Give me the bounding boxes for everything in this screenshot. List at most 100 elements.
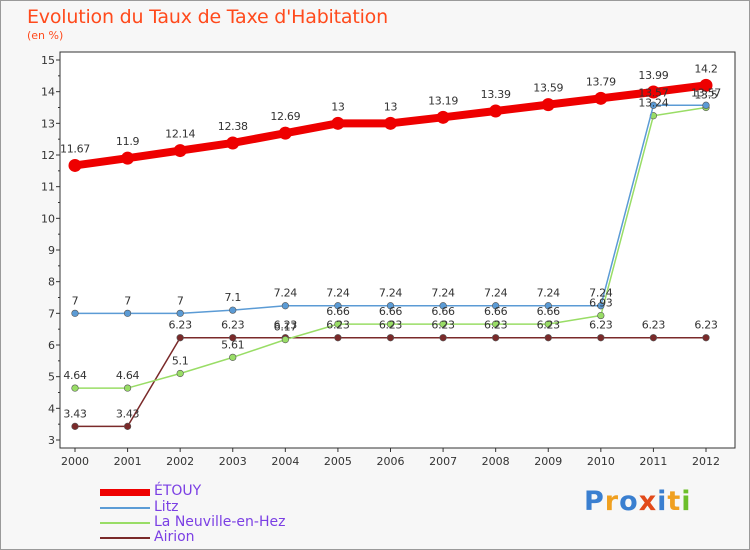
data-point-touy <box>489 104 503 118</box>
data-label-airion: 6.23 <box>642 319 666 332</box>
data-point-litz <box>649 101 658 109</box>
data-point-touy <box>331 116 345 130</box>
data-label-litz: 13.57 <box>638 86 668 99</box>
data-point-la-neuville-en-hez <box>71 384 79 392</box>
y-tick-label: 11 <box>41 181 55 194</box>
y-tick-label: 7 <box>48 307 55 320</box>
data-point-la-neuville-en-hez <box>229 353 237 361</box>
data-point-touy <box>594 91 608 105</box>
brand-letter: x <box>638 486 658 517</box>
chart-title: Evolution du Taux de Taxe d'Habitation <box>27 6 388 28</box>
data-label-touy: 13 <box>331 100 345 113</box>
data-label-la-neuville-en-hez: 6.66 <box>537 305 561 318</box>
brand-letter: r <box>604 486 620 517</box>
data-label-litz: 13.57 <box>691 86 721 99</box>
y-tick-label: 12 <box>41 149 55 162</box>
data-label-touy: 13.39 <box>481 88 511 101</box>
data-point-touy <box>646 85 660 99</box>
data-label-touy: 13.79 <box>586 75 616 88</box>
data-label-la-neuville-en-hez: 5.61 <box>221 338 244 351</box>
data-label-airion: 6.23 <box>326 319 350 332</box>
data-label-la-neuville-en-hez: 4.64 <box>116 369 140 382</box>
data-label-airion: 6.23 <box>589 319 613 332</box>
data-label-airion: 6.23 <box>537 319 561 332</box>
y-tick-label: 6 <box>48 339 55 352</box>
data-label-touy: 12.38 <box>218 120 248 133</box>
y-tick-label: 8 <box>48 276 55 289</box>
data-point-la-neuville-en-hez <box>492 320 500 328</box>
legend-swatch-airion <box>100 537 150 539</box>
data-point-litz <box>334 302 342 310</box>
data-point-litz <box>544 302 552 310</box>
data-label-airion: 6.23 <box>431 319 455 332</box>
data-point-touy <box>699 78 713 92</box>
data-label-litz: 7.1 <box>224 291 241 304</box>
data-point-touy <box>121 151 135 165</box>
data-label-litz: 7 <box>72 294 79 307</box>
data-label-touy: 13.59 <box>533 82 563 95</box>
data-point-la-neuville-en-hez <box>176 369 184 378</box>
data-point-litz <box>229 306 237 314</box>
data-label-touy: 12.14 <box>165 128 195 141</box>
data-point-touy <box>173 144 187 158</box>
data-label-litz: 7.24 <box>379 287 403 300</box>
data-point-airion <box>702 334 710 342</box>
data-point-airion <box>71 422 79 430</box>
data-label-la-neuville-en-hez: 6.66 <box>326 305 350 318</box>
data-point-touy <box>541 98 555 112</box>
data-label-airion: 6.23 <box>221 319 245 332</box>
data-label-litz: 7.24 <box>431 287 455 300</box>
data-point-touy <box>278 126 292 140</box>
data-label-la-neuville-en-hez: 6.17 <box>274 321 298 334</box>
x-tick-label: 2006 <box>377 455 405 468</box>
x-tick-label: 2010 <box>587 455 615 468</box>
brand-letter: t <box>667 486 682 517</box>
data-point-la-neuville-en-hez <box>544 320 552 328</box>
data-point-la-neuville-en-hez <box>281 336 289 344</box>
x-tick-label: 2011 <box>639 455 667 468</box>
legend-swatch-etouy <box>100 489 150 496</box>
data-label-la-neuville-en-hez: 6.66 <box>484 305 508 318</box>
y-tick-label: 13 <box>41 117 55 130</box>
data-label-airion: 6.23 <box>694 319 718 332</box>
data-label-touy: 13.99 <box>638 69 668 82</box>
data-point-litz <box>281 302 289 310</box>
legend-label-la-neuville-en-hez: La Neuville-en-Hez <box>154 514 286 530</box>
data-label-airion: 6.23 <box>169 319 193 332</box>
x-tick-label: 2004 <box>271 455 299 468</box>
x-tick-label: 2012 <box>692 455 720 468</box>
data-point-airion <box>176 334 184 342</box>
x-tick-label: 2003 <box>219 455 247 468</box>
data-label-la-neuville-en-hez: 13.5 <box>694 89 718 102</box>
data-label-touy: 13 <box>384 100 398 113</box>
data-label-litz: 7 <box>177 294 184 307</box>
data-label-airion: 6.23 <box>274 319 298 332</box>
y-tick-label: 9 <box>48 244 55 257</box>
data-label-la-neuville-en-hez: 6.66 <box>379 305 403 318</box>
data-label-touy: 11.67 <box>60 142 90 155</box>
brand-letter: o <box>619 486 639 517</box>
data-point-touy <box>226 136 240 150</box>
data-label-airion: 6.23 <box>484 319 508 332</box>
x-tick-label: 2008 <box>482 455 510 468</box>
brand-letter: P <box>584 486 605 517</box>
data-point-litz <box>492 302 500 310</box>
data-label-la-neuville-en-hez: 6.93 <box>589 297 613 310</box>
legend-swatch-la-neuville-en-hez <box>100 522 150 524</box>
x-tick-label: 2007 <box>429 455 457 468</box>
data-label-la-neuville-en-hez: 6.66 <box>431 305 455 318</box>
data-point-la-neuville-en-hez <box>386 320 395 328</box>
data-label-touy: 11.9 <box>116 135 140 148</box>
y-tick-label: 14 <box>41 86 55 99</box>
data-point-litz <box>176 309 184 317</box>
data-point-litz <box>702 101 710 109</box>
data-point-airion <box>439 334 447 342</box>
data-point-airion <box>334 334 342 342</box>
data-label-airion: 6.23 <box>379 319 403 332</box>
data-point-airion <box>649 334 658 342</box>
data-point-airion <box>229 334 237 342</box>
x-tick-label: 2005 <box>324 455 352 468</box>
brand-letter: i <box>681 486 692 517</box>
brand-letter: i <box>657 486 668 517</box>
y-tick-label: 3 <box>48 434 55 447</box>
